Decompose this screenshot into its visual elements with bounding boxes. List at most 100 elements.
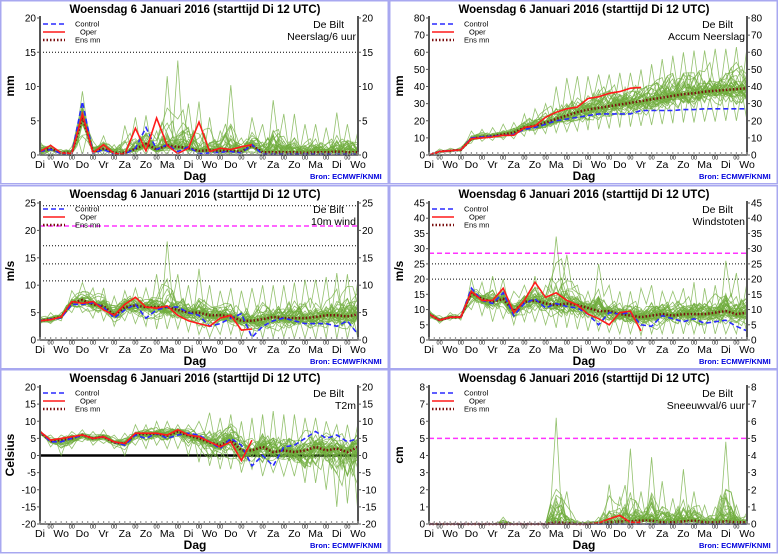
x-tick-label: Ma (308, 528, 323, 540)
ensemble-member-line (428, 82, 748, 156)
legend-label: Control (75, 389, 100, 398)
x-tick-label: Zo (529, 344, 541, 356)
midnight-tick-label: 00 (543, 340, 549, 346)
midnight-tick-label: 00 (585, 525, 591, 531)
x-tick-label: Vr (247, 159, 258, 171)
midnight-tick-label: 00 (564, 525, 570, 531)
midnight-tick-label: 00 (281, 340, 287, 346)
x-tick-label: Ma (549, 344, 564, 356)
ens-mean-line (428, 86, 748, 157)
y-tick-label-left: 4 (419, 451, 425, 462)
x-tick-label: Vr (488, 344, 499, 356)
ens-mean-line (428, 290, 748, 322)
parameter-label: Windstoten (692, 216, 745, 228)
x-tick-label: Do (76, 528, 90, 540)
x-tick-label: Di (572, 159, 582, 171)
y-tick-label-right: 5 (751, 320, 757, 331)
oper-line (428, 86, 642, 156)
y-tick-label-left: 25 (414, 259, 426, 270)
y-tick-label-left: 15 (25, 48, 37, 59)
legend-label: Control (464, 204, 489, 213)
midnight-tick-label: 00 (154, 525, 160, 531)
x-tick-label: Wo (591, 528, 607, 540)
x-tick-label: Vr (488, 159, 499, 171)
x-tick-label: Zo (140, 528, 152, 540)
x-tick-label: Di (424, 528, 434, 540)
midnight-tick-label: 00 (196, 156, 202, 162)
midnight-tick-label: 00 (437, 525, 443, 531)
x-tick-label: Do (76, 344, 90, 356)
chart-title: Woensdag 6 Januari 2016 (starttijd Di 12… (459, 373, 710, 385)
chart-title: Woensdag 6 Januari 2016 (starttijd Di 12… (70, 189, 321, 201)
midnight-tick-label: 00 (344, 340, 350, 346)
y-tick-label-right: 80 (751, 14, 763, 25)
x-tick-label: Zo (140, 159, 152, 171)
y-tick-label-left: -15 (22, 502, 37, 513)
y-tick-label-right: 0 (362, 335, 368, 346)
x-tick-label: Do (224, 528, 238, 540)
midnight-tick-label: 00 (670, 340, 676, 346)
y-tick-label-right: 60 (751, 48, 763, 59)
y-tick-label-left: 0 (30, 335, 36, 346)
y-tick-label-left: 20 (25, 14, 37, 25)
x-tick-label: Za (119, 344, 131, 356)
oper-line (39, 295, 253, 331)
midnight-tick-label: 00 (154, 156, 160, 162)
y-tick-label-right: 4 (751, 451, 757, 462)
x-tick-label: Za (656, 344, 668, 356)
midnight-tick-label: 00 (217, 156, 223, 162)
midnight-tick-label: 00 (48, 340, 54, 346)
y-tick-label-right: 2 (751, 485, 757, 496)
y-tick-label-left: 45 (414, 198, 426, 209)
midnight-tick-label: 00 (344, 156, 350, 162)
x-tick-label: Di (721, 159, 731, 171)
source-label: Bron: ECMWF/KNMI (310, 172, 382, 181)
y-tick-label-left: 0 (419, 520, 425, 531)
x-axis-label: Dag (184, 354, 207, 368)
y-tick-label-left: 0 (419, 335, 425, 346)
y-tick-label-right: 5 (751, 434, 757, 445)
midnight-tick-label: 00 (323, 525, 329, 531)
chart-title: Woensdag 6 Januari 2016 (starttijd Di 12… (70, 4, 321, 16)
x-tick-label: Za (267, 159, 279, 171)
midnight-tick-label: 00 (479, 340, 485, 346)
midnight-tick-label: 00 (649, 156, 655, 162)
y-tick-label-left: 5 (419, 320, 425, 331)
x-tick-label: Vr (99, 528, 110, 540)
x-tick-label: Di (183, 344, 193, 356)
y-tick-label-right: 20 (362, 225, 374, 236)
ensemble-member-line (428, 276, 748, 325)
midnight-tick-label: 00 (69, 156, 75, 162)
x-tick-label: Wo (202, 344, 218, 356)
y-tick-label-left: 70 (414, 31, 426, 42)
midnight-tick-label: 00 (175, 340, 181, 346)
y-tick-label-right: 15 (362, 253, 374, 264)
midnight-tick-label: 00 (175, 156, 181, 162)
x-tick-label: Wo (591, 344, 607, 356)
x-tick-label: Ma (308, 159, 323, 171)
y-tick-label-left: 15 (25, 400, 37, 411)
midnight-tick-label: 00 (543, 156, 549, 162)
x-tick-label: Za (656, 528, 668, 540)
y-tick-label-left: 10 (25, 417, 37, 428)
y-axis-label: cm (392, 446, 406, 463)
midnight-tick-label: 00 (217, 340, 223, 346)
y-tick-label-right: 0 (751, 151, 757, 162)
y-axis-label: m/s (3, 260, 17, 281)
x-tick-label: Zo (529, 528, 541, 540)
midnight-tick-label: 00 (479, 525, 485, 531)
midnight-tick-label: 00 (733, 340, 739, 346)
x-tick-label: Di (721, 528, 731, 540)
oper-line (428, 280, 642, 331)
y-tick-label-left: 10 (25, 82, 37, 93)
x-tick-label: Za (119, 159, 131, 171)
midnight-tick-label: 00 (238, 340, 244, 346)
y-tick-label-left: 5 (419, 434, 425, 445)
x-tick-label: Di (572, 528, 582, 540)
x-tick-label: Di (424, 344, 434, 356)
x-tick-label: Di (332, 528, 342, 540)
y-tick-label-right: -5 (362, 468, 371, 479)
x-tick-label: Zo (529, 159, 541, 171)
y-tick-label-right: -20 (362, 520, 377, 531)
source-label: Bron: ECMWF/KNMI (699, 541, 771, 550)
